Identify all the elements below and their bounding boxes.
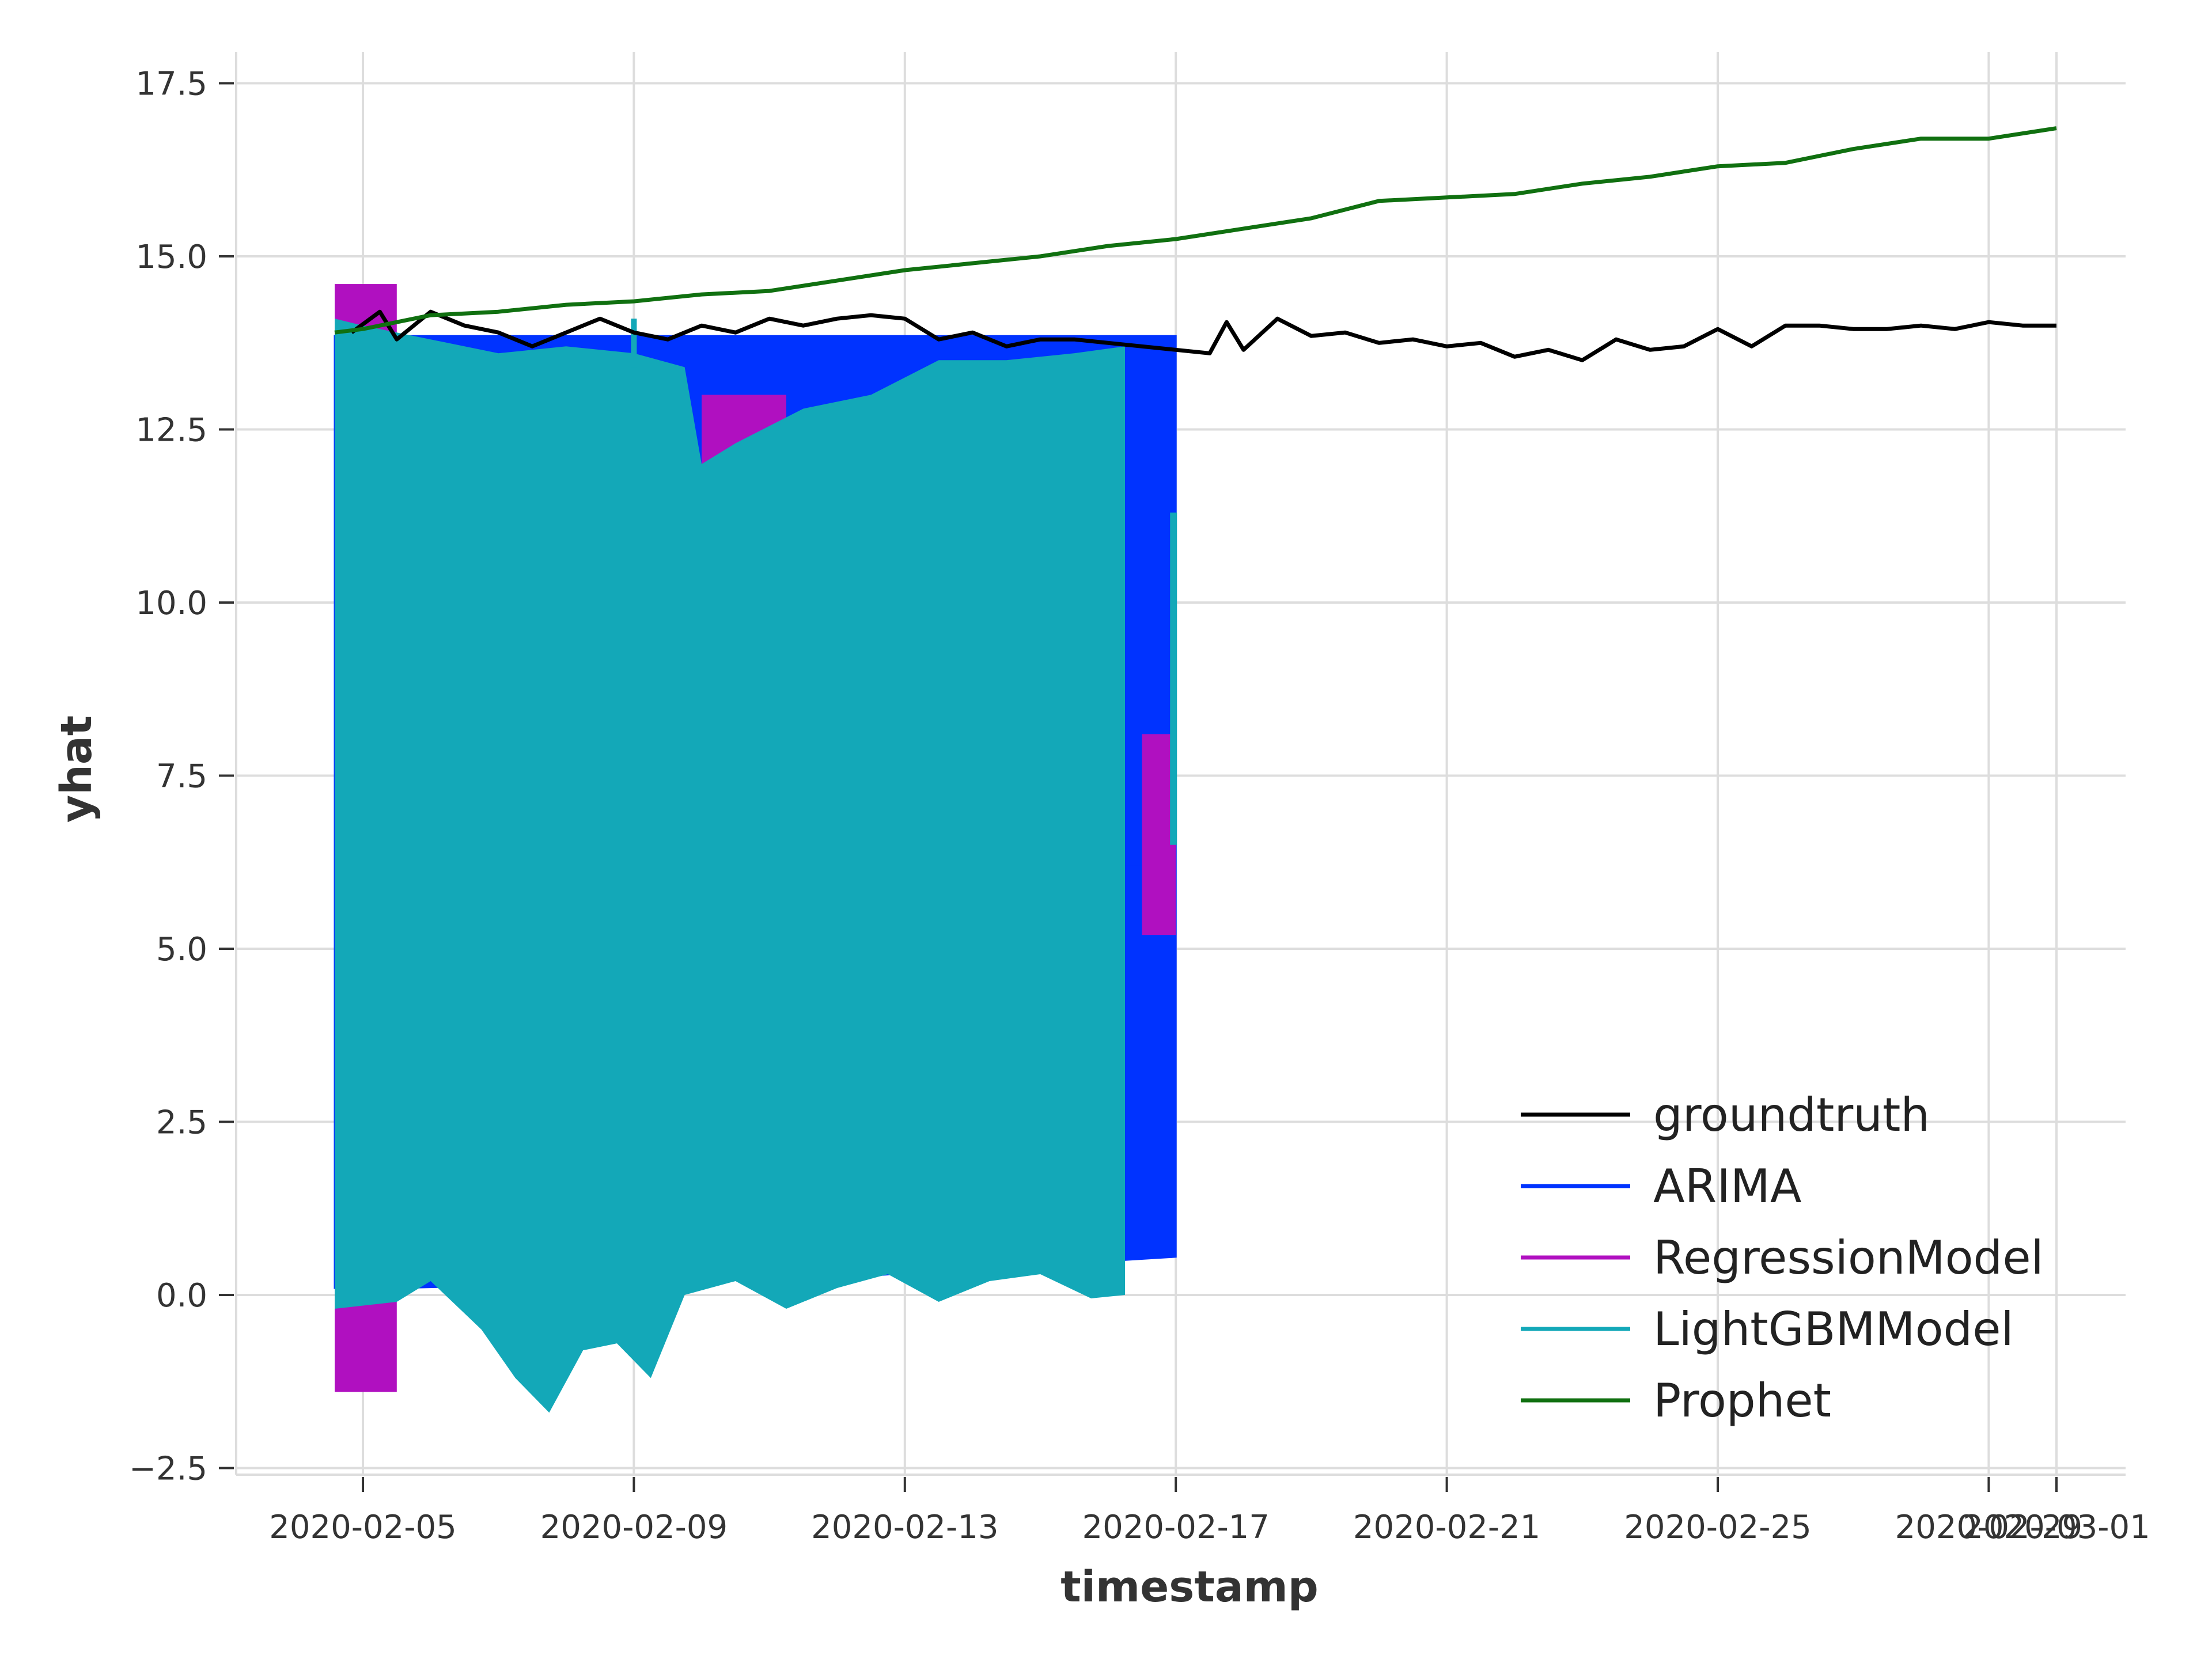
x-tick-label: 2020-02-13: [811, 1509, 998, 1546]
x-tick-label: 2020-03-01: [1963, 1509, 2150, 1546]
y-tick-label: 15.0: [135, 238, 207, 276]
axis-layer: −2.5 0.0 2.5 5.0 7.5 10.0 12.5 15.0 17.5 2020-02-…: [129, 66, 2150, 1547]
y-tick-label: 0.0: [156, 1277, 207, 1315]
x-tick-label: 2020-02-25: [1624, 1509, 1811, 1546]
x-tick-label: 2020-02-05: [269, 1509, 456, 1546]
lightgbm-band-tail: [1170, 512, 1177, 845]
groundtruth-line: [350, 309, 2056, 362]
legend-label: ARIMA: [1653, 1160, 1802, 1213]
lightgbm-spike: [631, 319, 637, 368]
y-tick-label: −2.5: [129, 1450, 207, 1488]
y-tick-label: 12.5: [135, 412, 207, 449]
y-tick-label: 5.0: [156, 931, 207, 968]
x-tick-label: 2020-02-09: [540, 1509, 728, 1546]
y-axis-title: yhat: [52, 715, 101, 823]
y-tick-label: 7.5: [156, 758, 207, 796]
lightgbm-band: [335, 319, 1125, 1413]
y-tick-label: 2.5: [156, 1104, 207, 1142]
prophet-line: [334, 126, 2057, 335]
legend-label: Prophet: [1653, 1374, 1831, 1427]
y-tick-label: 10.0: [135, 585, 207, 622]
y-tick-label: 17.5: [135, 66, 207, 103]
band-layer: [334, 284, 1177, 1413]
line-layer: [334, 126, 2057, 362]
legend-label: RegressionModel: [1653, 1231, 2044, 1285]
x-axis-title: timestamp: [1060, 1562, 1318, 1612]
x-tick-label: 2020-02-17: [1082, 1509, 1269, 1546]
x-tick-label: 2020-02-21: [1353, 1509, 1540, 1546]
legend: groundtruth ARIMA RegressionModel LightGBMM…: [1521, 1088, 2044, 1427]
x-tick-label: 2020-02-29: [1895, 1509, 2082, 1546]
legend-label: groundtruth: [1653, 1088, 1930, 1142]
legend-label: LightGBMModel: [1653, 1302, 2014, 1356]
